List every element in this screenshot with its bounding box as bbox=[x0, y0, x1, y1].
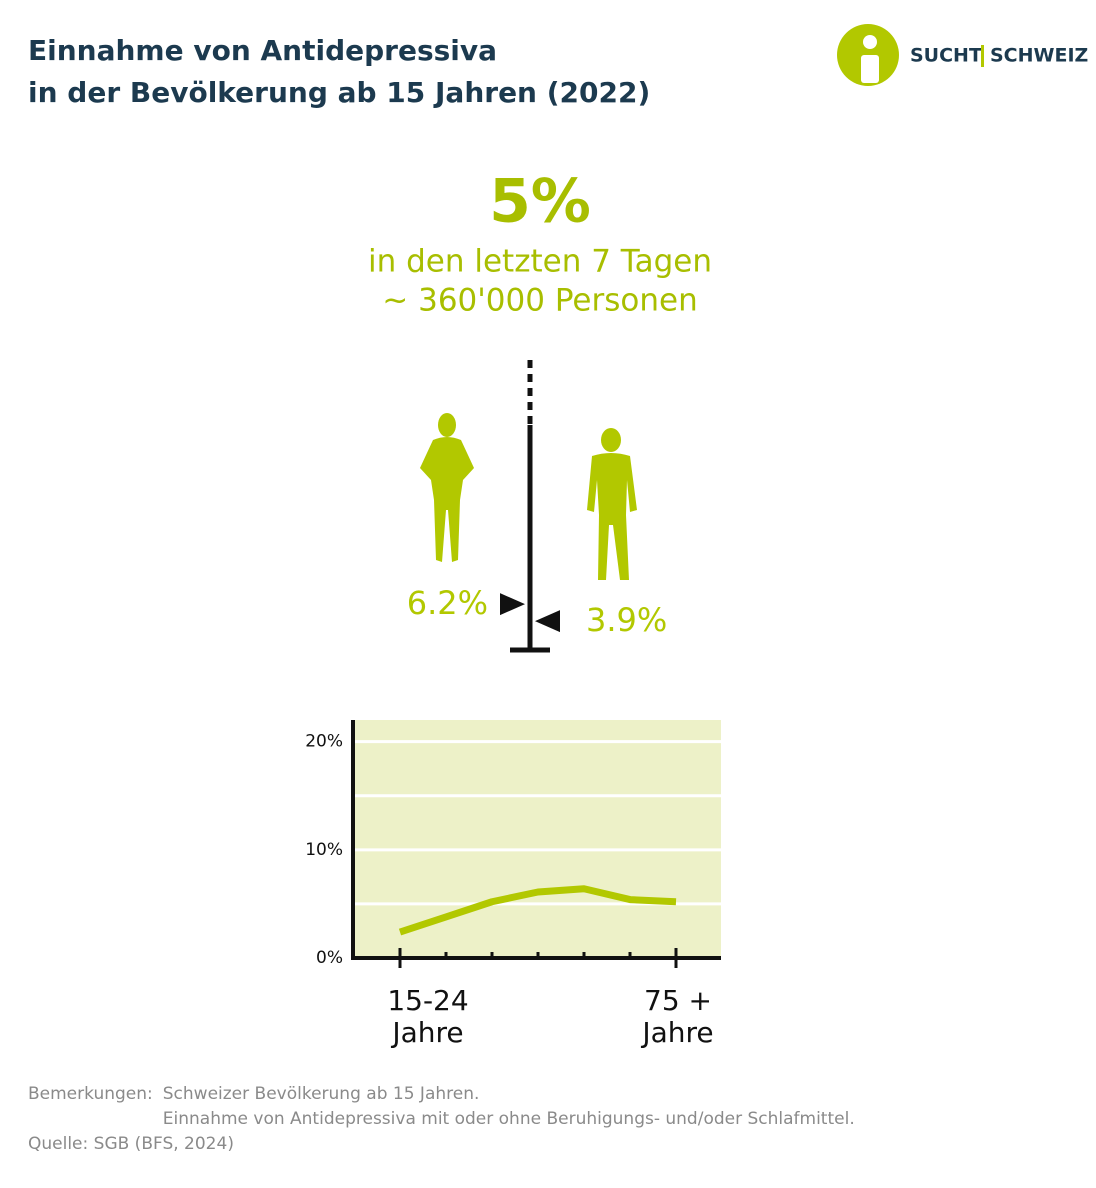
y-tick-label: 10% bbox=[305, 840, 343, 860]
marker-arrow bbox=[500, 593, 525, 616]
x-tick-label: 15-24 Jahre bbox=[387, 984, 469, 1049]
man-icon bbox=[587, 428, 637, 580]
logo: SUCHT SCHWEIZ bbox=[837, 24, 1088, 86]
value-label: 6.2% bbox=[407, 584, 488, 622]
notes-row: Bemerkungen: Schweizer Bevölkerung ab 15… bbox=[28, 1082, 855, 1132]
title: Einnahme von Antidepressiva bbox=[28, 34, 497, 67]
notes-label: Bemerkungen: bbox=[28, 1084, 153, 1104]
notes-lines: Schweizer Bevölkerung ab 15 Jahren. Einna… bbox=[163, 1082, 855, 1132]
logo-text: SUCHT bbox=[910, 45, 982, 67]
y-tick-label: 20% bbox=[305, 732, 343, 752]
x-tick-label: 75 + Jahre bbox=[642, 984, 714, 1049]
headline-text: ~ 360'000 Personen bbox=[382, 283, 697, 319]
woman-icon bbox=[420, 413, 474, 562]
gender-scale bbox=[510, 360, 550, 653]
source: Quelle: SGB (BFS, 2024) bbox=[28, 1134, 234, 1154]
note: Schweizer Bevölkerung ab 15 Jahren. bbox=[162, 1084, 480, 1104]
data-line bbox=[398, 885, 677, 936]
logo-text: SCHWEIZ bbox=[990, 45, 1088, 67]
headline-value: 5% bbox=[489, 167, 591, 237]
value-label: 3.9% bbox=[586, 601, 667, 639]
plot-background bbox=[353, 720, 721, 958]
note: Einnahme von Antidepressiva mit oder ohn… bbox=[162, 1109, 855, 1129]
notes: Bemerkungen: Schweizer Bevölkerung ab 15… bbox=[28, 1082, 855, 1157]
marker-arrow bbox=[535, 610, 560, 633]
y-tick-label: 0% bbox=[316, 948, 343, 968]
headline-text: in den letzten 7 Tagen bbox=[368, 244, 712, 280]
title: in der Bevölkerung ab 15 Jahren (2022) bbox=[28, 76, 650, 109]
